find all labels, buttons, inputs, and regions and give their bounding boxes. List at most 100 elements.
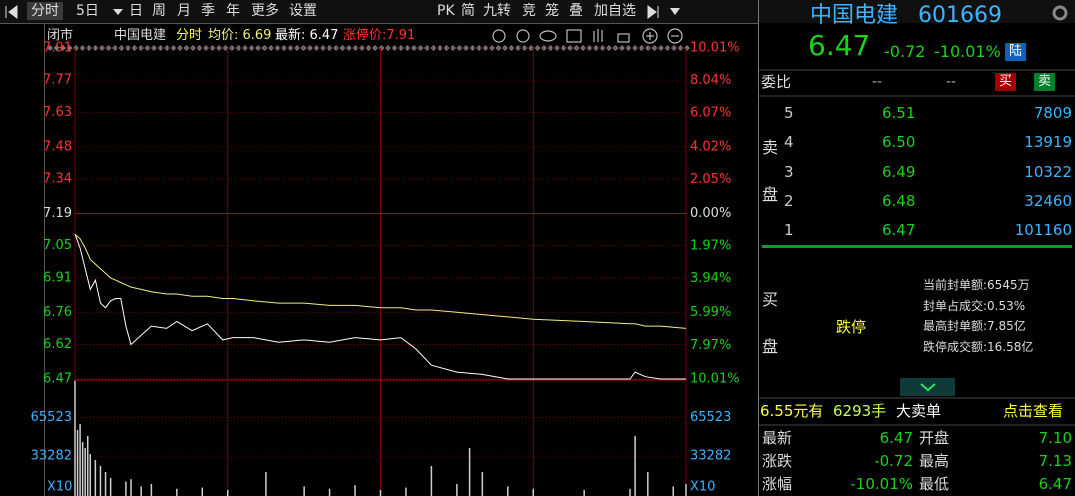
top-marker xyxy=(391,45,398,51)
y-tick-label: 6.62 xyxy=(43,337,72,352)
top-marker xyxy=(437,45,443,51)
top-marker xyxy=(281,45,287,51)
toolbar-button[interactable]: 日 xyxy=(129,3,143,19)
y2-tick-label: 1.97% xyxy=(690,239,731,254)
last-price: 最新: 6.47 xyxy=(275,28,339,43)
big-order-link[interactable]: 点击查看 xyxy=(1003,402,1064,420)
toolbar-button[interactable]: 加自选 xyxy=(594,3,636,19)
top-marker xyxy=(560,45,567,51)
y-tick-label: 7.05 xyxy=(43,238,72,253)
top-marker xyxy=(521,45,528,51)
seal-info: 跌停成交额:16.58亿 xyxy=(923,339,1034,354)
toolbar-button[interactable]: 简 xyxy=(461,3,475,19)
toolbar-button[interactable]: 叠 xyxy=(569,3,583,19)
top-marker xyxy=(66,45,73,51)
y2-tick-label: 10.01% xyxy=(690,372,740,387)
order-ratio-label: 委比 xyxy=(761,73,792,91)
y-tick-label: 7.19 xyxy=(43,206,72,221)
order-ratio-diff: -- xyxy=(946,74,957,90)
settings-icon[interactable] xyxy=(1052,5,1068,21)
top-marker xyxy=(593,45,599,51)
quote-name: 中国电建 xyxy=(810,3,899,28)
toolbar-button[interactable]: 竞 xyxy=(522,3,536,19)
top-marker xyxy=(365,45,372,51)
y2-tick-label: 0.00% xyxy=(690,206,731,221)
top-marker xyxy=(320,45,326,51)
top-marker xyxy=(638,45,645,51)
toolbar-button[interactable]: 九转 xyxy=(483,3,511,19)
top-marker xyxy=(164,45,170,51)
top-marker xyxy=(196,45,203,51)
toolbar-button[interactable]: 笼 xyxy=(545,3,559,19)
top-marker xyxy=(476,45,482,51)
volume-tick-label: 33282 xyxy=(690,449,731,464)
toolbar-button[interactable]: PK xyxy=(437,3,455,19)
top-marker xyxy=(157,45,164,51)
top-marker xyxy=(508,45,515,51)
y2-tick-label: 3.94% xyxy=(690,271,731,286)
quote-tag: 陆 xyxy=(1005,43,1027,61)
bid-side-label: 盘 xyxy=(762,337,779,356)
big-order-volume: 6293手 xyxy=(833,402,887,420)
expand-button[interactable] xyxy=(900,378,955,396)
seal-info: 封单占成交:0.53% xyxy=(923,298,1026,313)
toolbar-button[interactable]: 更多 xyxy=(251,3,279,19)
top-marker xyxy=(359,45,365,51)
top-marker xyxy=(430,45,437,51)
ask-side-label: 卖 xyxy=(762,138,779,157)
quote-price: 6.47 xyxy=(808,29,871,62)
ask-bid-divider xyxy=(762,245,1072,248)
top-marker xyxy=(469,45,476,51)
ask-level: 3 xyxy=(784,162,794,181)
top-marker xyxy=(599,45,606,51)
ask-volume: 13919 xyxy=(1024,133,1072,152)
toolbar-button[interactable]: 周 xyxy=(152,3,166,19)
ask-level: 1 xyxy=(784,221,794,240)
y2-tick-label: 8.04% xyxy=(690,73,731,88)
ask-side-label: 盘 xyxy=(762,185,779,204)
order-ratio-value: -- xyxy=(872,74,883,90)
top-marker xyxy=(60,45,66,51)
buy-button[interactable]: 买 xyxy=(995,73,1017,91)
toolbar-button[interactable]: 季 xyxy=(201,3,215,19)
toolbar-button[interactable]: 设置 xyxy=(289,3,317,19)
next-icon[interactable] xyxy=(647,5,659,19)
top-marker xyxy=(248,45,255,51)
sell-button[interactable]: 卖 xyxy=(1034,73,1056,91)
top-marker xyxy=(398,45,404,51)
y-tick-label: 7.48 xyxy=(43,139,72,154)
big-order-amount: 6.55元有 xyxy=(760,402,824,420)
volume-tick-label: 65523 xyxy=(31,410,72,425)
top-marker xyxy=(235,45,242,51)
toolbar-button[interactable]: 分时 xyxy=(27,2,63,20)
stat-label: 涨跌 xyxy=(762,452,793,470)
chart-mode: 分时 xyxy=(176,28,203,43)
ask-volume: 32460 xyxy=(1024,191,1072,210)
avg-price: 均价: 6.69 xyxy=(208,28,272,43)
top-marker xyxy=(274,45,281,51)
toolbar-button[interactable]: 月 xyxy=(177,3,191,19)
top-marker xyxy=(404,45,411,51)
seal-info: 当前封单额:6545万 xyxy=(923,278,1030,292)
top-marker xyxy=(53,45,60,51)
volume-tick-label: 65523 xyxy=(690,410,731,425)
menu-icon[interactable] xyxy=(670,8,680,15)
big-order-type: 大卖单 xyxy=(896,402,942,420)
stat-label: 最高 xyxy=(919,452,950,470)
stat-label: 最低 xyxy=(919,475,950,493)
prev-icon[interactable] xyxy=(5,5,18,19)
toolbar-button[interactable]: 年 xyxy=(226,3,240,19)
dropdown-icon[interactable] xyxy=(113,9,123,15)
top-marker xyxy=(170,45,177,51)
market-status: 闭市 xyxy=(47,28,74,43)
top-marker xyxy=(515,45,521,51)
y2-tick-label: 2.05% xyxy=(690,172,731,187)
limit-price: 涨停价:7.91 xyxy=(343,28,416,43)
toolbar-button[interactable]: 5日 xyxy=(76,3,99,19)
top-marker xyxy=(131,45,138,51)
top-marker xyxy=(118,45,125,51)
y-tick-label: 7.91 xyxy=(43,41,72,56)
chart-tools[interactable] xyxy=(492,28,683,44)
